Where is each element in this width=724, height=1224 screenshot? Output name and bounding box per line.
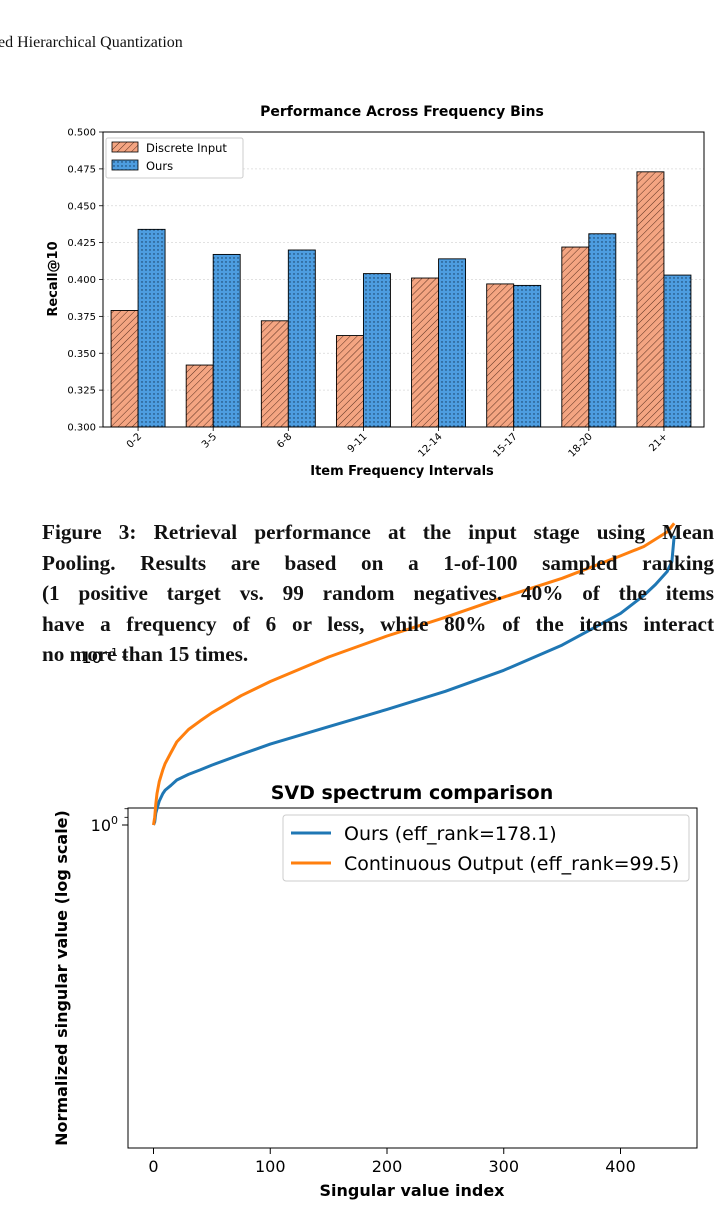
- caption-line: have a frequency of 6 or less, while 80%…: [42, 611, 714, 636]
- y-tick-label: 10−1: [81, 646, 118, 667]
- bar-ours: [438, 258, 467, 428]
- line-chart-xlabel: Singular value index: [319, 1181, 505, 1200]
- line-chart-axes: 0 100 200 300 400 100 10−1: [81, 646, 698, 1176]
- bar-ours: [588, 233, 617, 428]
- x-tick-label: 6-8: [275, 431, 294, 450]
- y-tick-label: 0.400: [67, 275, 96, 286]
- caption-line: (1 positive target vs. 99 random negativ…: [42, 581, 714, 606]
- y-tick-label: 0.375: [67, 312, 96, 323]
- bar-chart-title: Performance Across Frequency Bins: [260, 104, 544, 120]
- y-tick-label: 0.475: [67, 164, 96, 175]
- line-chart-title: SVD spectrum comparison: [271, 782, 554, 804]
- bar-discrete-input: [636, 171, 665, 428]
- x-tick-label: 9-11: [346, 431, 370, 455]
- x-tick-label: 400: [605, 1157, 636, 1176]
- legend-label-ours: Ours: [146, 159, 173, 173]
- bar-chart-ylabel: Recall@10: [46, 241, 61, 316]
- bar-discrete-input: [486, 283, 515, 428]
- bar-ours: [513, 284, 542, 428]
- y-tick-label: 0.450: [67, 201, 96, 212]
- x-tick-label: 18-20: [567, 431, 595, 459]
- caption-line: Figure 3: Retrieval performance at the i…: [42, 520, 714, 544]
- bar-ours: [362, 273, 391, 428]
- legend-box: [282, 814, 690, 882]
- legend-swatch-discrete-input: [111, 141, 139, 153]
- bar-ours: [663, 274, 692, 428]
- series-line-ours: [152, 535, 676, 826]
- bar-chart-bars: [110, 171, 692, 428]
- x-tick-label: 0: [148, 1157, 158, 1176]
- legend-swatch-ours: [111, 159, 139, 171]
- y-tick-label: 0.325: [67, 386, 96, 397]
- x-tick-label: 300: [488, 1157, 519, 1176]
- y-tick-label: 0.425: [67, 238, 96, 249]
- bar-discrete-input: [110, 310, 139, 428]
- line-chart: SVD spectrum comparison 0 100 200 300 400 100…: [52, 522, 698, 1200]
- bar-discrete-input: [185, 364, 214, 428]
- bar-chart-legend: Discrete Input Ours: [105, 137, 244, 179]
- x-tick-label: 3-5: [200, 431, 219, 450]
- line-chart-legend: Ours (eff_rank=178.1) Continuous Output …: [282, 814, 690, 882]
- bar-chart-xlabel: Item Frequency Intervals: [310, 464, 494, 479]
- bar-ours: [212, 253, 241, 428]
- x-tick-label: 15-17: [491, 431, 519, 459]
- bar-discrete-input: [411, 277, 440, 428]
- plot-frame: [127, 807, 698, 1149]
- y-tick-label: 100: [91, 814, 118, 835]
- caption-line: Pooling. Results are based on a 1-of-100…: [42, 550, 714, 575]
- y-tick-label: 0.500: [67, 128, 96, 139]
- running-head: ed Hierarchical Quantization: [0, 34, 183, 51]
- bar-chart: Performance Across Frequency Bins 0.300 0…: [46, 104, 705, 479]
- x-tick-label: 12-14: [416, 431, 444, 459]
- plot-frame: [102, 131, 705, 428]
- x-tick-label: 21+: [647, 431, 670, 454]
- bar-discrete-input: [260, 320, 289, 428]
- bar-discrete-input: [561, 246, 590, 428]
- legend-label-discrete-input: Discrete Input: [146, 141, 227, 155]
- figure-caption: Figure 3: Retrieval performance at the i…: [42, 517, 714, 670]
- line-chart-ylabel: Normalized singular value (log scale): [52, 810, 71, 1146]
- legend-box: [105, 137, 244, 179]
- legend-label-ours: Ours (eff_rank=178.1): [344, 823, 557, 845]
- bar-ours: [287, 249, 316, 428]
- y-tick-label: 0.350: [67, 349, 96, 360]
- y-tick-label: 0.300: [67, 423, 96, 434]
- series-line-continuous-output: [152, 522, 676, 826]
- caption-line: no more than 15 times.: [42, 642, 249, 667]
- legend-label-continuous-output: Continuous Output (eff_rank=99.5): [344, 853, 679, 875]
- x-tick-label: 100: [255, 1157, 286, 1176]
- x-tick-label: 200: [372, 1157, 403, 1176]
- bar-ours: [137, 228, 166, 428]
- x-tick-label: 0-2: [125, 431, 144, 450]
- line-chart-lines: [152, 522, 676, 826]
- bar-discrete-input: [335, 335, 364, 428]
